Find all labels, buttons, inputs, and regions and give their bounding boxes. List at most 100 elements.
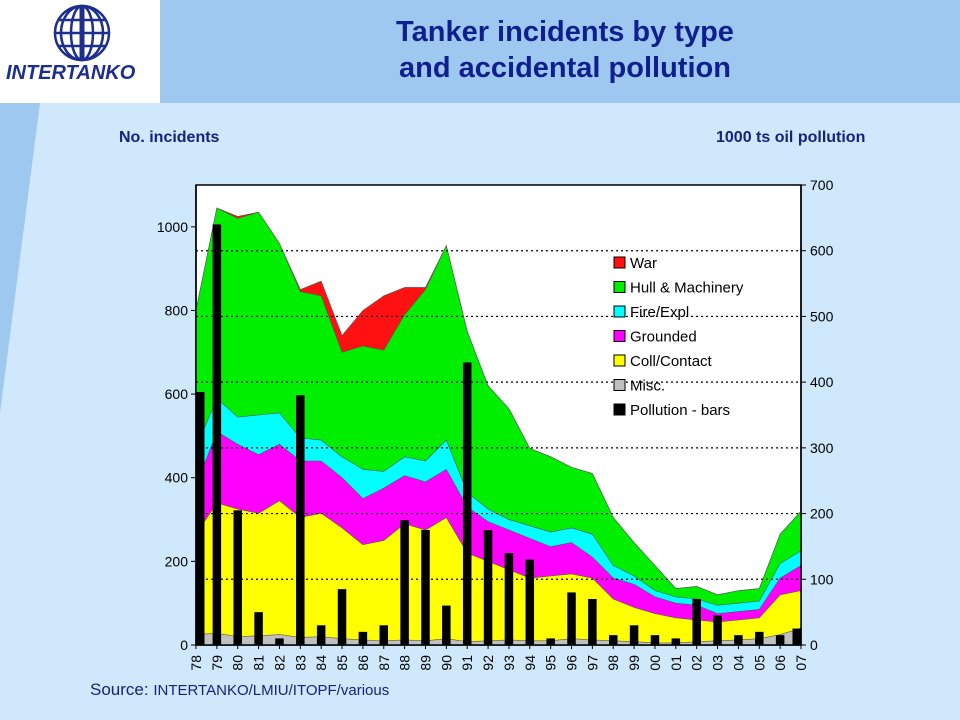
pollution-bar (504, 553, 514, 645)
legend-swatch (613, 403, 626, 416)
x-tick-label: 78 (188, 655, 204, 671)
legend-label: Coll/Contact (630, 353, 713, 370)
x-tick-label: 81 (251, 655, 267, 671)
left-axis-label: No. incidents (119, 129, 220, 146)
x-tick-label: 03 (710, 655, 726, 671)
x-tick-label: 94 (522, 655, 538, 671)
logo-wordmark: INTERTANKO (6, 62, 136, 84)
legend-swatch (613, 305, 626, 318)
left-tick-label: 400 (165, 470, 189, 486)
left-tick-label: 800 (165, 302, 189, 318)
pollution-bar (233, 510, 242, 645)
legend-label: Misc. (630, 378, 665, 395)
x-tick-label: 04 (730, 655, 746, 671)
right-tick-label: 600 (810, 243, 834, 259)
x-tick-label: 90 (438, 655, 454, 671)
left-tick-label: 600 (165, 386, 189, 402)
pollution-bar (692, 599, 701, 645)
left-tick-label: 0 (180, 637, 188, 653)
intertanko-logo: INTERTANKO (0, 0, 160, 103)
x-tick-label: 02 (689, 655, 705, 671)
pollution-bar (212, 224, 222, 645)
left-tick-label: 1000 (157, 219, 188, 235)
x-tick-label: 92 (480, 655, 496, 671)
pollution-bar (254, 612, 263, 645)
title-line-1: Tanker incidents by type (396, 16, 734, 48)
right-axis-label: 1000 ts oil pollution (716, 129, 866, 146)
right-tick-label: 300 (810, 440, 834, 456)
pollution-bar (296, 395, 305, 645)
pollution-bar (671, 638, 681, 645)
pollution-bar (629, 625, 639, 645)
pollution-bar (421, 530, 430, 645)
x-tick-label: 91 (459, 655, 475, 671)
right-tick-label: 200 (810, 506, 834, 522)
source-prefix: Source: (90, 680, 149, 699)
pollution-bar (792, 628, 801, 645)
x-tick-label: 06 (772, 655, 788, 671)
right-tick-label: 0 (810, 637, 818, 653)
legend-swatch (613, 281, 626, 293)
right-tick-label: 100 (810, 571, 834, 587)
legend-label: Grounded (630, 329, 697, 346)
background-top-band (160, 0, 960, 103)
legend-label: Fire/Expl (630, 304, 689, 321)
pollution-bar (650, 635, 660, 645)
x-tick-label: 05 (751, 655, 767, 671)
pollution-bar (567, 592, 576, 645)
x-tick-label: 82 (271, 655, 287, 671)
pollution-bar (379, 625, 389, 645)
x-tick-label: 79 (209, 655, 225, 671)
pollution-bar (483, 530, 493, 645)
pollution-bar (196, 392, 205, 645)
pollution-bar (358, 631, 368, 645)
legend-label: War (630, 255, 657, 272)
pollution-bar (775, 635, 785, 645)
left-tick-label: 200 (165, 553, 189, 569)
pollution-bar (546, 638, 555, 645)
x-tick-label: 86 (355, 655, 371, 671)
globe-icon (53, 4, 111, 62)
x-tick-label: 88 (397, 655, 413, 671)
pollution-bar (755, 631, 764, 645)
right-tick-label: 400 (810, 374, 834, 390)
right-tick-label: 500 (810, 308, 834, 324)
x-tick-label: 84 (313, 655, 329, 671)
x-tick-label: 98 (605, 655, 621, 671)
pollution-bar (400, 520, 409, 645)
x-tick-label: 96 (564, 655, 580, 671)
x-tick-label: 95 (543, 655, 559, 671)
legend-label: Hull & Machinery (630, 280, 744, 297)
pollution-bar (734, 635, 743, 645)
pollution-bar (275, 638, 284, 645)
pollution-bar (588, 599, 597, 645)
pollution-bar (442, 605, 451, 645)
x-tick-label: 00 (647, 655, 663, 671)
legend-swatch (613, 354, 626, 367)
chart-title: Tanker incidents by type and accidental … (260, 14, 870, 86)
legend-swatch (613, 379, 626, 391)
pollution-bar (525, 559, 535, 645)
x-tick-label: 93 (501, 655, 517, 671)
x-tick-label: 99 (626, 655, 642, 671)
source-note: Source: INTERTANKO/LMIU/ITOPF/various (90, 680, 389, 700)
x-tick-label: 87 (376, 655, 392, 671)
title-line-2: and accidental pollution (399, 52, 731, 84)
pollution-bar (608, 635, 618, 645)
x-tick-label: 85 (334, 655, 350, 671)
legend-label: Pollution - bars (630, 402, 730, 419)
pollution-bar (316, 625, 326, 645)
x-tick-label: 97 (584, 655, 600, 671)
pollution-bar (462, 362, 472, 645)
x-tick-label: 83 (292, 655, 308, 671)
pollution-bar (337, 589, 347, 645)
pollution-bar (713, 615, 722, 645)
x-tick-label: 89 (417, 655, 433, 671)
right-tick-label: 700 (810, 177, 834, 193)
legend-swatch (613, 256, 626, 269)
x-tick-label: 01 (668, 655, 684, 671)
legend-swatch (613, 330, 626, 342)
source-text: INTERTANKO/LMIU/ITOPF/various (153, 682, 390, 699)
x-tick-label: 07 (793, 655, 809, 671)
